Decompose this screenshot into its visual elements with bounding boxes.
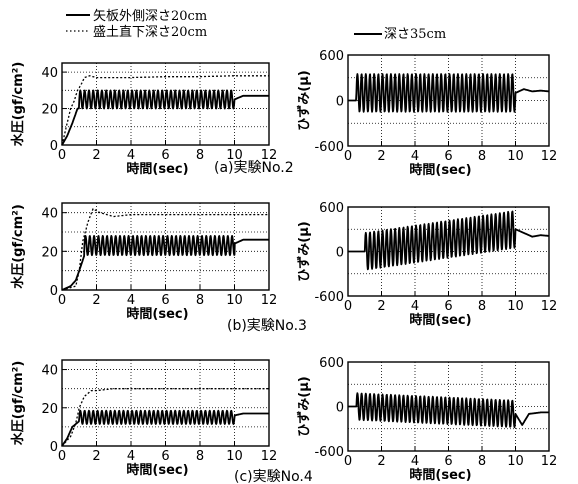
series-line-solid	[347, 73, 550, 113]
y-tick-label: 0	[50, 139, 58, 154]
y-axis-label: 水圧(gf/cm²)	[10, 204, 26, 289]
x-tick-label: 0	[58, 449, 66, 464]
y-tick-label: 600	[319, 356, 344, 371]
y-axis-label: ひずみ(μ)	[296, 376, 312, 436]
y-tick-label: 600	[319, 201, 344, 216]
y-tick-label: 0	[336, 401, 344, 416]
y-tick-label: 0	[50, 284, 58, 299]
y-tick-label: 0	[50, 440, 58, 455]
y-axis-label: ひずみ(μ)	[296, 70, 312, 130]
x-tick-label: 6	[161, 148, 169, 163]
y-tick-label: 20	[41, 402, 58, 417]
panel-caption-c: (c)実験No.4	[234, 469, 313, 484]
x-tick-label: 2	[92, 148, 100, 163]
series-line-solid	[61, 409, 270, 447]
x-tick-label: 4	[411, 149, 419, 164]
x-tick-label: 6	[444, 149, 452, 164]
x-tick-label: 0	[344, 299, 352, 314]
series-line-dotted	[61, 208, 270, 291]
x-axis-label: 時間(sec)	[409, 312, 471, 328]
legend-label-outer-sheetpile: 矢板外側深さ20cm	[93, 9, 207, 24]
panel-caption-b: (b)実験No.3	[227, 318, 307, 334]
series-line-solid	[347, 392, 550, 429]
x-axis-label: 時間(sec)	[126, 306, 188, 322]
y-axis-label: 水圧(gf/cm²)	[10, 62, 26, 147]
y-tick-label: 40	[41, 364, 58, 379]
x-tick-label: 10	[226, 449, 243, 464]
x-tick-label: 4	[411, 299, 419, 314]
x-tick-label: 10	[507, 149, 524, 164]
y-tick-label: 20	[41, 103, 58, 118]
legend-right: 深さ35cm	[354, 27, 446, 42]
x-tick-label: 2	[377, 454, 385, 469]
series-line-dotted	[61, 388, 270, 447]
y-tick-label: -600	[314, 445, 344, 460]
y-tick-label: 600	[319, 49, 344, 64]
x-tick-label: 12	[261, 293, 278, 308]
y-tick-label: 20	[41, 245, 58, 260]
x-tick-label: 12	[541, 299, 558, 314]
x-tick-label: 12	[261, 148, 278, 163]
x-tick-label: 4	[127, 148, 135, 163]
x-tick-label: 6	[444, 454, 452, 469]
x-tick-label: 2	[92, 293, 100, 308]
x-tick-label: 10	[507, 299, 524, 314]
x-tick-label: 8	[478, 149, 486, 164]
y-tick-label: 40	[41, 66, 58, 81]
y-tick-label: 40	[41, 207, 58, 222]
x-tick-label: 12	[541, 454, 558, 469]
x-axis-label: 時間(sec)	[409, 162, 471, 178]
series-line-solid	[61, 234, 270, 291]
y-axis-label: ひずみ(μ)	[296, 221, 312, 281]
x-tick-label: 6	[444, 299, 452, 314]
x-tick-label: 0	[344, 149, 352, 164]
x-tick-label: 0	[58, 148, 66, 163]
x-tick-label: 6	[161, 449, 169, 464]
y-tick-label: 0	[336, 246, 344, 261]
x-tick-label: 12	[261, 449, 278, 464]
panel-c-water-pressure: 0 2 4 6 8 10 12 0 20 40 時間(sec) 水圧(gf/cm²)	[10, 359, 278, 478]
legend-label-under-embankment: 盛土直下深さ20cm	[93, 25, 207, 40]
series-line-solid	[347, 210, 550, 271]
y-tick-label: -600	[314, 290, 344, 305]
y-tick-label: -600	[314, 140, 344, 155]
x-tick-label: 12	[541, 149, 558, 164]
x-tick-label: 10	[507, 454, 524, 469]
x-tick-label: 8	[196, 148, 204, 163]
x-axis-label: 時間(sec)	[126, 161, 188, 177]
x-tick-label: 8	[478, 454, 486, 469]
panel-caption-a: (a)実験No.2	[214, 160, 294, 176]
x-tick-label: 6	[161, 293, 169, 308]
x-tick-label: 10	[226, 148, 243, 163]
x-tick-label: 8	[478, 299, 486, 314]
y-axis-label: 水圧(gf/cm²)	[10, 361, 26, 446]
x-tick-label: 0	[58, 293, 66, 308]
x-tick-label: 8	[196, 449, 204, 464]
y-tick-label: 0	[336, 95, 344, 110]
x-axis-label: 時間(sec)	[409, 467, 471, 483]
x-tick-label: 2	[92, 449, 100, 464]
legend-left: 矢板外側深さ20cm 盛土直下深さ20cm	[66, 9, 207, 40]
legend-label-depth35: 深さ35cm	[384, 27, 446, 42]
x-tick-label: 2	[377, 149, 385, 164]
x-axis-label: 時間(sec)	[126, 462, 188, 478]
x-tick-label: 4	[127, 449, 135, 464]
series-line-solid	[61, 89, 270, 146]
x-tick-label: 4	[411, 454, 419, 469]
x-tick-label: 0	[344, 454, 352, 469]
series-line-dotted	[61, 75, 270, 146]
x-tick-label: 8	[196, 293, 204, 308]
panel-a-water-pressure: 0 2 4 6 8 10 12 0 20 40 時間(sec) 水圧(gf/cm²)	[10, 62, 277, 177]
panel-b-water-pressure: 0 2 4 6 8 10 12 0 20 40 時間(sec) 水圧(gf/cm²)	[10, 202, 278, 322]
x-tick-label: 2	[377, 299, 385, 314]
x-tick-label: 10	[226, 293, 243, 308]
x-tick-label: 4	[127, 293, 135, 308]
